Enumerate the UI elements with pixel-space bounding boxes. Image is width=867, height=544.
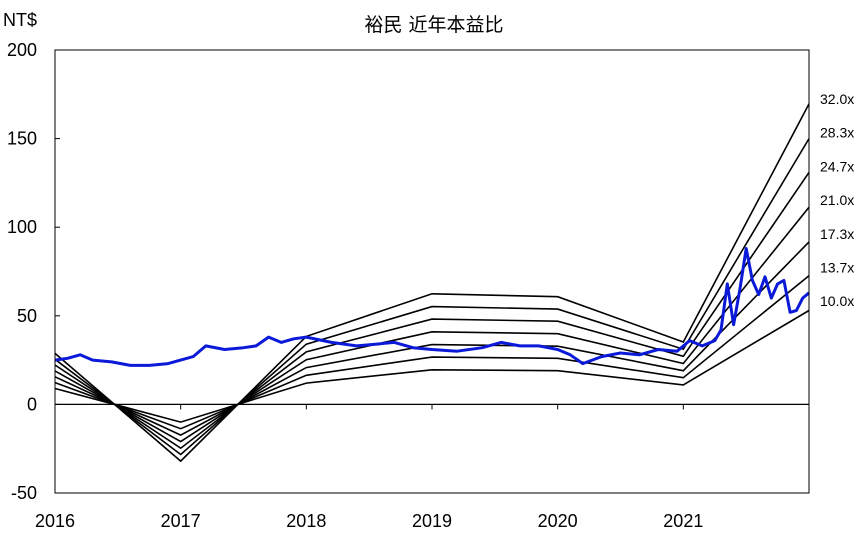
pe-band-lines bbox=[54, 103, 810, 463]
x-tick-label: 2018 bbox=[286, 511, 326, 531]
y-tick-label: 50 bbox=[17, 306, 37, 326]
x-tick-label: 2017 bbox=[161, 511, 201, 531]
band-label: 21.0x bbox=[820, 192, 854, 208]
band-line-28.3x bbox=[54, 138, 810, 456]
plot-border bbox=[54, 49, 810, 494]
band-line-24.7x bbox=[54, 171, 810, 450]
y-axis: -50 0 50 100 150 200 bbox=[7, 40, 60, 503]
price-series bbox=[54, 247, 810, 367]
band-label: 13.7x bbox=[820, 260, 854, 276]
plot-frame bbox=[54, 49, 810, 494]
band-labels: 32.0x 28.3x 24.7x 21.0x 17.3x 13.7x 10.0x bbox=[820, 91, 854, 309]
band-label: 10.0x bbox=[820, 293, 854, 309]
band-line-10.0x bbox=[54, 309, 810, 423]
x-axis: 2016 2017 2018 2019 2020 2021 bbox=[35, 404, 703, 531]
band-line-13.7x bbox=[54, 275, 810, 430]
y-tick-label: 150 bbox=[7, 129, 37, 149]
band-label: 24.7x bbox=[820, 158, 854, 174]
x-tick-label: 2021 bbox=[663, 511, 703, 531]
x-tick-label: 2019 bbox=[412, 511, 452, 531]
band-line-32.0x bbox=[54, 103, 810, 463]
band-line-17.3x bbox=[54, 241, 810, 436]
band-label: 17.3x bbox=[820, 226, 854, 242]
price-line bbox=[54, 247, 810, 367]
band-label: 32.0x bbox=[820, 91, 854, 107]
y-tick-label: 200 bbox=[7, 40, 37, 60]
y-tick-label: 0 bbox=[27, 394, 37, 414]
band-line-21.0x bbox=[54, 206, 810, 443]
x-tick-label: 2016 bbox=[35, 511, 75, 531]
y-axis-unit-label: NT$ bbox=[3, 10, 37, 30]
chart-title: 裕民 近年本益比 bbox=[364, 14, 503, 36]
band-label: 28.3x bbox=[820, 125, 854, 141]
y-tick-label: 100 bbox=[7, 217, 37, 237]
x-tick-label: 2020 bbox=[538, 511, 578, 531]
y-tick-label: -50 bbox=[11, 483, 37, 503]
